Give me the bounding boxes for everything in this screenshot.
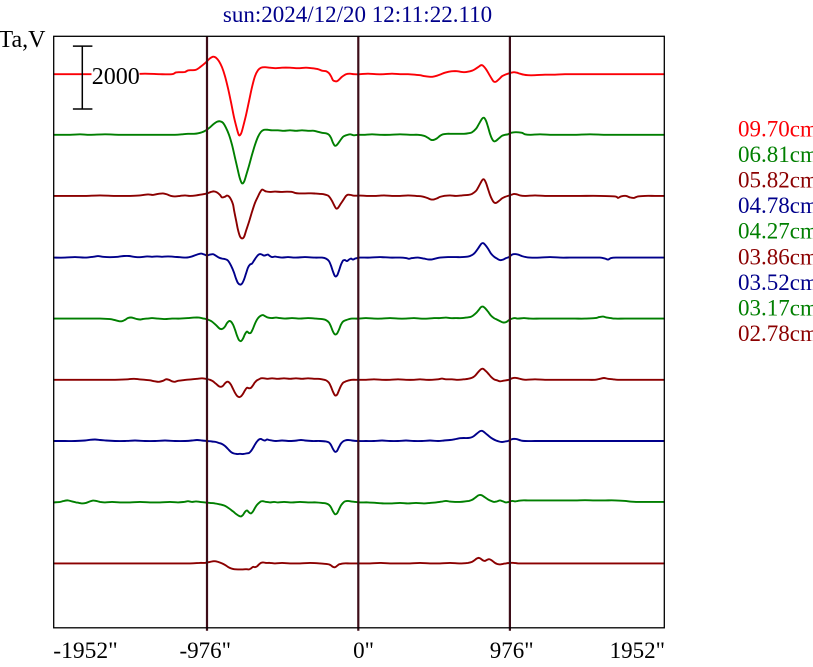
svg-text:Ta,V: Ta,V: [0, 27, 46, 53]
svg-text:sun:2024/12/20 12:11:22.110: sun:2024/12/20 12:11:22.110: [223, 2, 492, 27]
svg-text:-1952": -1952": [53, 638, 117, 662]
svg-text:06.81cm: 06.81cm: [738, 142, 813, 167]
svg-text:-976": -976": [180, 638, 232, 662]
svg-text:09.70cm: 09.70cm: [738, 116, 813, 141]
svg-text:03.86cm: 03.86cm: [738, 244, 813, 269]
svg-text:03.52cm: 03.52cm: [738, 270, 813, 295]
svg-text:04.78cm: 04.78cm: [738, 193, 813, 218]
svg-text:05.82cm: 05.82cm: [738, 168, 813, 193]
svg-text:04.27cm: 04.27cm: [738, 219, 813, 244]
svg-text:03.17cm: 03.17cm: [738, 296, 813, 321]
svg-text:976": 976": [490, 638, 534, 662]
svg-text:02.78cm: 02.78cm: [738, 321, 813, 346]
svg-text:2000: 2000: [92, 64, 140, 90]
svg-text:0": 0": [353, 638, 374, 662]
svg-text:1952": 1952": [610, 638, 665, 662]
